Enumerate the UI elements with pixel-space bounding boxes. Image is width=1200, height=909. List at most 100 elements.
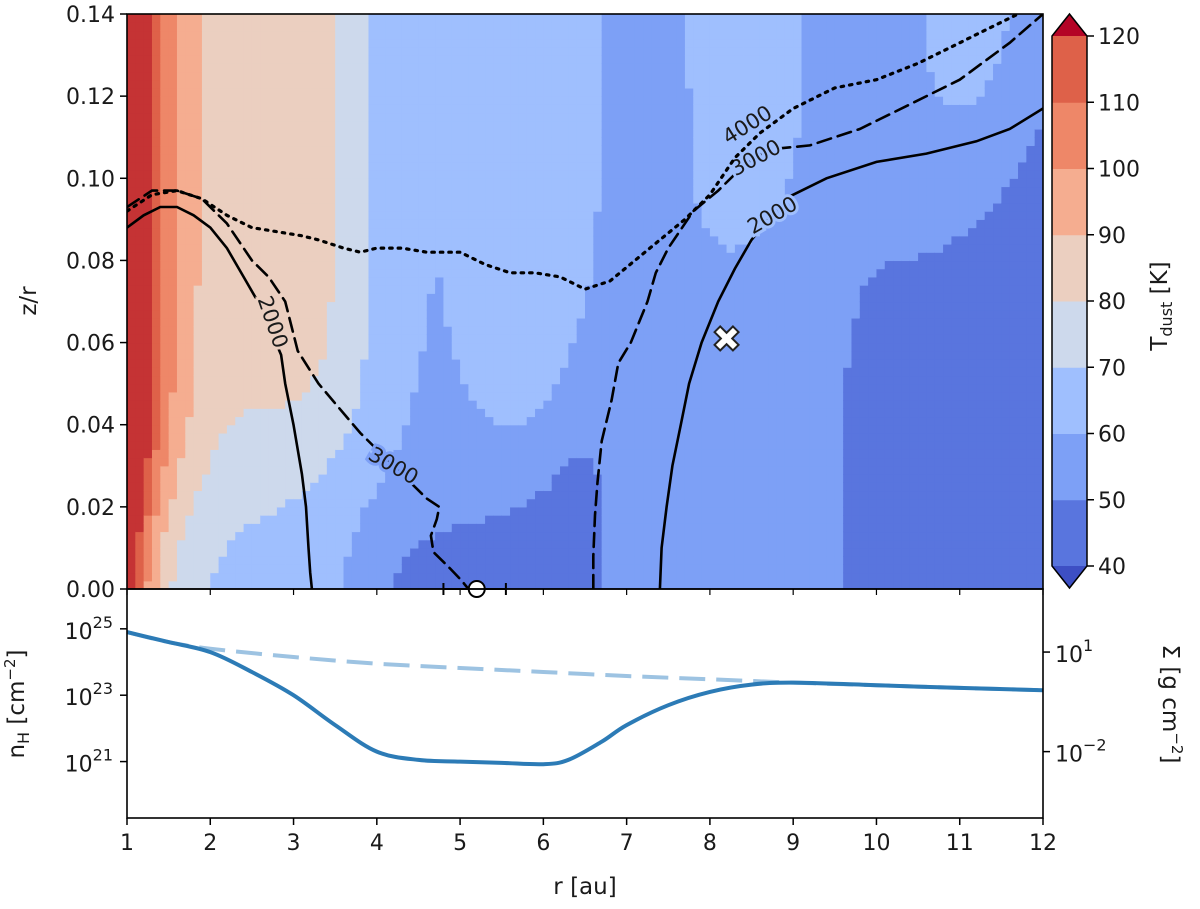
- temperature-cell: [235, 309, 245, 319]
- temperature-cell: [493, 46, 503, 56]
- temperature-cell: [634, 14, 644, 23]
- temperature-cell: [576, 129, 586, 138]
- temperature-cell: [634, 137, 644, 147]
- temperature-cell: [718, 490, 728, 500]
- temperature-cell: [518, 178, 528, 188]
- temperature-cell: [684, 96, 694, 105]
- temperature-cell: [326, 30, 336, 40]
- temperature-cell: [551, 202, 561, 212]
- temperature-cell: [609, 145, 619, 155]
- temperature-cell: [493, 416, 503, 426]
- temperature-cell: [385, 79, 395, 89]
- temperature-cell: [260, 474, 270, 483]
- temperature-cell: [168, 38, 178, 48]
- temperature-cell: [176, 359, 186, 368]
- temperature-cell: [135, 523, 145, 533]
- temperature-cell: [701, 482, 711, 492]
- temperature-cell: [360, 400, 370, 409]
- temperature-cell: [210, 334, 220, 344]
- temperature-cell: [593, 129, 603, 138]
- temperature-cell: [609, 556, 619, 565]
- temperature-cell: [626, 268, 636, 278]
- temperature-cell: [493, 564, 503, 574]
- temperature-cell: [410, 539, 420, 549]
- temperature-cell: [510, 441, 519, 450]
- temperature-cell: [335, 490, 345, 500]
- temperature-cell: [618, 400, 628, 409]
- temperature-cell: [435, 572, 445, 582]
- temperature-cell: [410, 342, 420, 352]
- temperature-cell: [668, 564, 678, 574]
- temperature-cell: [218, 285, 228, 294]
- temperature-cell: [293, 268, 303, 278]
- temperature-cell: [326, 252, 336, 262]
- temperature-cell: [326, 334, 336, 344]
- temperature-cell: [668, 112, 678, 122]
- temperature-cell: [709, 408, 719, 418]
- temperature-cell: [135, 87, 145, 97]
- temperature-cell: [335, 424, 345, 434]
- temperature-cell: [443, 14, 453, 23]
- temperature-cell: [510, 14, 519, 23]
- temperature-cell: [218, 63, 228, 73]
- temperature-cell: [335, 317, 345, 327]
- temperature-cell: [243, 342, 253, 352]
- temperature-cell: [235, 449, 245, 459]
- temperature-cell: [701, 79, 711, 89]
- temperature-cell: [260, 539, 270, 549]
- temperature-cell: [185, 457, 195, 467]
- temperature-cell: [643, 334, 653, 344]
- temperature-cell: [618, 104, 628, 114]
- temperature-cell: [684, 317, 694, 327]
- temperature-cell: [435, 129, 445, 138]
- temperature-cell: [226, 22, 236, 32]
- temperature-cell: [285, 186, 295, 196]
- temperature-cell: [201, 449, 211, 459]
- temperature-cell: [634, 194, 644, 204]
- temperature-cell: [201, 211, 211, 220]
- temperature-cell: [368, 268, 378, 278]
- temperature-cell: [401, 515, 411, 524]
- temperature-cell: [651, 572, 661, 582]
- temperature-cell: [343, 145, 353, 155]
- temperature-cell: [651, 350, 661, 360]
- temperature-cell: [551, 38, 561, 48]
- temperature-cell: [276, 285, 286, 294]
- temperature-cell: [235, 14, 245, 23]
- temperature-cell: [576, 55, 586, 64]
- temperature-cell: [643, 342, 653, 352]
- temperature-cell: [260, 211, 270, 220]
- temperature-cell: [168, 96, 178, 105]
- temperature-cell: [318, 153, 328, 163]
- temperature-cell: [168, 301, 178, 311]
- temperature-cell: [501, 63, 511, 73]
- temperature-cell: [168, 55, 178, 64]
- temperature-cell: [593, 260, 603, 270]
- temperature-cell: [468, 145, 478, 155]
- temperature-cell: [193, 326, 203, 335]
- temperature-cell: [435, 383, 445, 393]
- temperature-cell: [318, 457, 328, 467]
- temperature-cell: [426, 441, 436, 450]
- temperature-cell: [485, 424, 495, 434]
- temperature-cell: [385, 506, 395, 516]
- temperature-cell: [535, 145, 544, 155]
- temperature-cell: [193, 383, 203, 393]
- temperature-cell: [609, 120, 619, 130]
- temperature-cell: [468, 564, 478, 574]
- temperature-cell: [127, 408, 136, 418]
- temperature-cell: [226, 465, 236, 475]
- temperature-cell: [168, 391, 178, 401]
- temperature-cell: [226, 457, 236, 467]
- temperature-cell: [310, 359, 320, 368]
- temperature-cell: [127, 424, 136, 434]
- temperature-cell: [310, 482, 320, 492]
- temperature-cell: [460, 556, 470, 565]
- temperature-cell: [160, 71, 170, 81]
- temperature-cell: [701, 268, 711, 278]
- temperature-cell: [151, 244, 161, 253]
- temperature-cell: [418, 170, 428, 179]
- temperature-cell: [485, 391, 495, 401]
- temperature-cell: [326, 145, 336, 155]
- temperature-cell: [393, 515, 403, 524]
